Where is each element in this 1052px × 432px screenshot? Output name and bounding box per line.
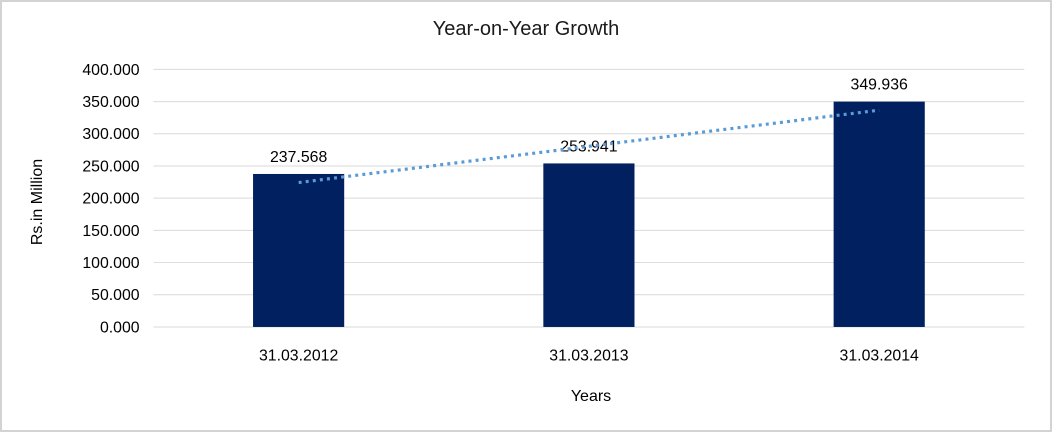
trendline <box>298 108 880 185</box>
y-axis-tick-label: 400.000 <box>82 62 139 79</box>
y-axis-tick-label: 100.000 <box>82 255 139 272</box>
y-axis-tick-label: 150.000 <box>82 223 139 240</box>
y-axis-tick-label: 250.000 <box>82 158 139 175</box>
bar <box>543 163 635 327</box>
y-axis-tick-label: 0.000 <box>100 319 140 336</box>
bar-value-label: 237.568 <box>270 149 327 166</box>
x-axis-title: Years <box>570 388 612 405</box>
x-axis-category-label: 31.03.2012 <box>259 348 338 365</box>
y-axis-tick-label: 50.000 <box>91 287 140 304</box>
y-axis-tick-label: 300.000 <box>82 126 139 143</box>
y-axis-tick-label: 350.000 <box>82 94 139 111</box>
bar <box>253 173 345 327</box>
chart-title: Year-on-Year Growth <box>432 18 620 40</box>
x-axis-category-label: 31.03.2013 <box>549 348 628 365</box>
bar <box>833 101 925 327</box>
bar-value-label: 349.936 <box>851 77 908 94</box>
y-axis-tick-label: 200.000 <box>82 191 139 208</box>
x-axis-category-label: 31.03.2014 <box>840 348 919 365</box>
